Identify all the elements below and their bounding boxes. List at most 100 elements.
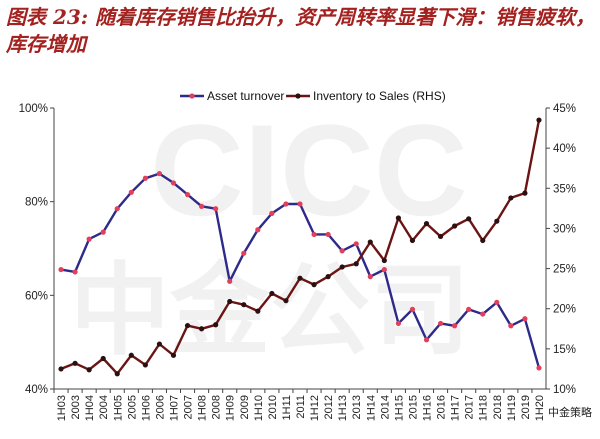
x-tick-label: 1H13: [337, 395, 349, 421]
x-tick-label: 1H08: [197, 395, 209, 421]
left-tick-label: 40%: [25, 384, 48, 396]
inventory-to-sales-point: [170, 352, 177, 358]
asset-turnover-point: [409, 306, 416, 312]
inventory-to-sales-point: [508, 195, 514, 201]
inventory-to-sales-point: [381, 257, 387, 264]
asset-turnover-point: [114, 206, 120, 212]
x-tick-label: 2004: [98, 395, 110, 419]
inventory-to-sales-point: [199, 326, 205, 332]
x-tick-label: 2003: [70, 395, 82, 419]
asset-turnover-point: [395, 320, 401, 327]
asset-turnover-point: [142, 175, 148, 181]
asset-turnover-point: [466, 306, 472, 312]
inventory-to-sales-point: [536, 117, 542, 123]
inventory-to-sales-point: [213, 322, 219, 328]
inventory-to-sales-point: [128, 352, 134, 358]
x-tick-label: 2007: [183, 395, 195, 419]
x-tick-label: 2012: [323, 395, 335, 419]
asset-turnover-point: [536, 365, 542, 371]
x-tick-label: 1H16: [422, 395, 434, 421]
x-tick-label: 1H15: [393, 395, 405, 421]
inventory-to-sales-point: [227, 298, 233, 305]
legend-label: Inventory to Sales (RHS): [313, 89, 446, 103]
inventory-to-sales-point: [325, 274, 331, 280]
x-tick-label: 2006: [154, 395, 166, 419]
inventory-to-sales-point: [339, 264, 345, 270]
x-tick-label: 1H06: [140, 395, 152, 421]
asset-turnover-point: [241, 250, 247, 256]
chart-title: 图表 23: 随着库存销售比抬升，资产周转率显著下滑：销售疲软，库存增加: [6, 5, 596, 56]
inventory-to-sales-point: [409, 237, 416, 244]
asset-turnover-point: [381, 266, 387, 273]
asset-turnover-point: [283, 201, 289, 207]
x-tick-label: 2018: [492, 395, 504, 419]
inventory-to-sales-point: [86, 367, 92, 373]
asset-turnover-point: [325, 231, 331, 238]
x-tick-label: 1H11: [281, 395, 293, 420]
inventory-to-sales-point: [255, 308, 261, 314]
asset-turnover-point: [213, 206, 219, 212]
asset-turnover-point: [297, 201, 303, 207]
inventory-to-sales-point: [156, 341, 163, 347]
inventory-to-sales-point: [114, 371, 120, 377]
left-tick-label: 100%: [19, 103, 48, 115]
left-tick-label: 60%: [25, 290, 48, 302]
right-tick-label: 40%: [553, 143, 576, 155]
x-tick-label: 2008: [211, 395, 223, 419]
x-tick-label: 2009: [239, 395, 251, 419]
legend-label: Asset turnover: [207, 89, 284, 103]
asset-turnover-point: [269, 210, 275, 216]
x-tick-label: 2019: [520, 395, 532, 419]
x-tick-label: 1H05: [112, 395, 124, 421]
asset-turnover-point: [227, 278, 233, 284]
asset-turnover-point: [367, 274, 373, 280]
inventory-to-sales-point: [423, 221, 430, 227]
x-tick-label: 2017: [464, 395, 476, 419]
watermark-text: CICC: [150, 97, 468, 243]
asset-turnover-point: [184, 192, 191, 198]
source-stamp: 中金策略: [548, 405, 592, 419]
legend-swatch-marker: [295, 93, 301, 99]
asset-turnover-point: [100, 229, 106, 235]
inventory-to-sales-point: [184, 322, 191, 329]
right-tick-label: 10%: [553, 384, 576, 396]
asset-turnover-point: [480, 311, 486, 317]
asset-turnover-point: [156, 170, 163, 177]
inventory-to-sales-point: [353, 261, 359, 267]
watermark-text-cn: 中金公司: [70, 255, 470, 367]
inventory-to-sales-point: [283, 298, 289, 304]
inventory-to-sales-point: [494, 218, 500, 224]
inventory-to-sales-point: [241, 302, 247, 308]
legend-swatch-marker: [189, 93, 195, 99]
x-tick-label: 2005: [126, 395, 138, 419]
x-tick-label: 1H20: [534, 395, 546, 421]
left-tick-label: 80%: [25, 197, 48, 209]
x-tick-label: 2011: [295, 395, 307, 419]
x-tick-label: 2013: [351, 395, 363, 419]
asset-turnover-point: [353, 241, 359, 247]
x-tick-label: 2016: [436, 395, 448, 419]
x-tick-label: 2014: [379, 395, 391, 419]
inventory-to-sales-point: [297, 275, 303, 281]
right-tick-label: 30%: [553, 223, 576, 235]
right-tick-label: 45%: [553, 103, 576, 115]
inventory-to-sales-point: [367, 239, 373, 245]
asset-turnover-point: [170, 180, 177, 186]
x-tick-label: 1H07: [168, 395, 180, 421]
inventory-to-sales-point: [437, 233, 444, 240]
x-tick-label: 1H03: [56, 395, 68, 421]
inventory-to-sales-point: [311, 282, 317, 288]
watermark: CICC 中金公司: [70, 97, 470, 367]
x-tick-label: 1H09: [225, 395, 237, 421]
asset-turnover-point: [508, 323, 514, 329]
inventory-to-sales-point: [395, 215, 401, 221]
inventory-to-sales-point: [72, 360, 78, 366]
x-tick-label: 1H17: [450, 395, 462, 421]
asset-turnover-point: [437, 320, 444, 327]
asset-turnover-point: [311, 231, 317, 238]
inventory-to-sales-point: [142, 362, 148, 368]
inventory-to-sales-point: [269, 290, 275, 297]
inventory-to-sales-point: [58, 366, 64, 372]
x-tick-label: 1H04: [84, 395, 96, 421]
right-tick-label: 35%: [553, 183, 576, 195]
